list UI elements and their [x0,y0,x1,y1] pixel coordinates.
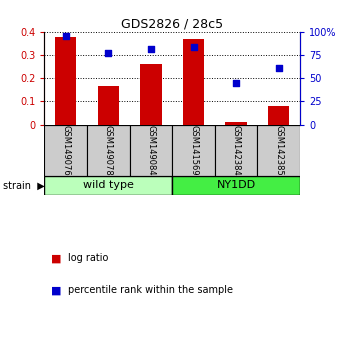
Bar [87,125,130,176]
Bar [130,125,172,176]
Bar [183,39,204,125]
Text: GSM149078: GSM149078 [104,125,113,176]
Text: GSM141569: GSM141569 [189,125,198,176]
Text: GSM142385: GSM142385 [274,125,283,176]
Text: percentile rank within the sample: percentile rank within the sample [68,285,233,295]
Text: ■: ■ [51,285,62,295]
Bar [55,37,76,125]
Text: strain  ▶: strain ▶ [3,181,45,190]
Bar [215,125,257,176]
Point [233,80,239,86]
Bar [44,125,87,176]
Text: wild type: wild type [83,181,134,190]
Text: GSM149076: GSM149076 [61,125,70,176]
Bar [257,125,300,176]
Text: GSM149084: GSM149084 [146,125,155,176]
Bar [98,86,119,125]
Point [276,65,282,71]
Bar [140,64,162,125]
Bar [225,122,247,125]
Text: ■: ■ [51,253,62,263]
Point [106,50,111,56]
Bar [172,176,300,195]
Text: log ratio: log ratio [68,253,108,263]
Text: NY1DD: NY1DD [217,181,256,190]
Bar [268,105,290,125]
Title: GDS2826 / 28c5: GDS2826 / 28c5 [121,18,223,31]
Point [148,47,153,52]
Point [63,34,68,39]
Bar [44,176,172,195]
Text: GSM142384: GSM142384 [232,125,241,176]
Bar [172,125,215,176]
Point [191,44,196,50]
